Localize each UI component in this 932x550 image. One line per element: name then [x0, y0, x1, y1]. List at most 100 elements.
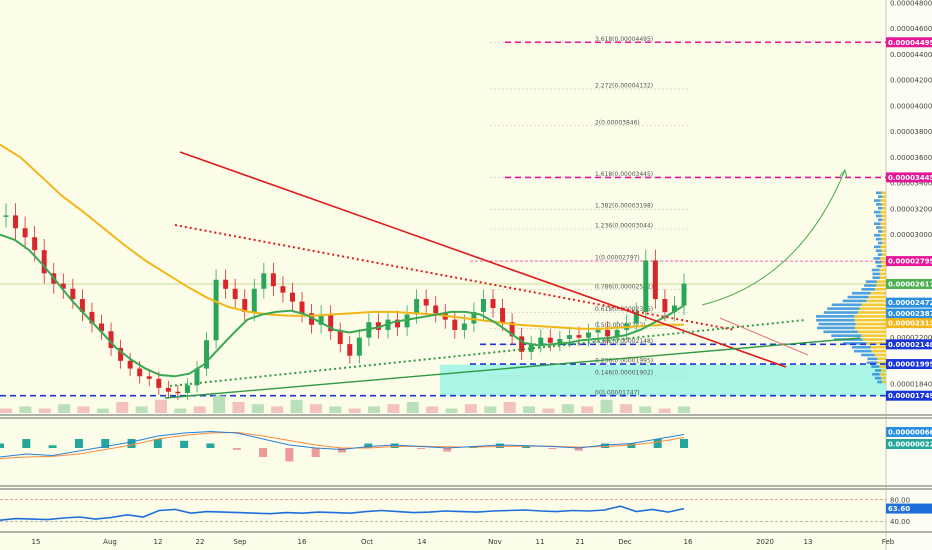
volume-profile-bar [873, 245, 881, 249]
volume-profile-bar [876, 191, 882, 195]
volume-profile-bar [842, 299, 867, 303]
price-axis-tick: 0.00003600 [890, 154, 932, 162]
volume-profile-bar [872, 276, 880, 280]
price-badge [886, 256, 932, 267]
volume-profile-bar [874, 369, 882, 372]
volume-profile-bar [880, 222, 886, 225]
date-axis-tick: Feb [882, 538, 895, 546]
macd-histogram-bar [364, 443, 373, 448]
volume-profile-bar [876, 280, 886, 283]
volume-profile-bar [857, 311, 886, 314]
macd-histogram-bar [48, 445, 57, 448]
macd-histogram-bar [443, 448, 452, 452]
volume-profile-bar [871, 365, 880, 368]
candle-body [108, 331, 114, 348]
price-badge [886, 172, 932, 183]
macd-histogram-bar [338, 448, 346, 453]
macd-histogram-bar [259, 448, 268, 457]
volume-bar [387, 404, 400, 413]
volume-bar [619, 404, 632, 413]
price-badge-text: 0.00002148 [888, 341, 932, 349]
candle-body [395, 319, 401, 328]
fib-label: 1(0.00002797) [595, 254, 640, 261]
volume-bar [232, 402, 245, 413]
price-axis-tick: 0.00003800 [890, 128, 932, 136]
candle-body [22, 228, 28, 238]
macd-histogram-bar [101, 439, 110, 448]
candle-body [461, 323, 467, 330]
volume-profile-bar [876, 264, 882, 268]
price-badge-text: 0.00002795 [888, 258, 932, 266]
candle-body [251, 288, 257, 312]
volume-profile-bar [878, 206, 883, 210]
price-badge-text: 0.00002313 [888, 320, 932, 328]
date-axis-tick: Dec [618, 538, 632, 546]
date-axis-tick: 11 [536, 538, 545, 546]
rsi-badge-text: 63.60 [888, 505, 910, 513]
fib-label: 0(0.00001747) [595, 389, 640, 396]
candle-body [213, 279, 219, 341]
macd-histogram-bar [127, 439, 136, 448]
volume-bar [464, 404, 477, 413]
candle-body [184, 385, 190, 394]
macd-histogram-bar [153, 439, 162, 448]
plot-background [0, 0, 886, 550]
price-badge-text: 0.00003445 [888, 174, 932, 182]
price-badge-text: 0.00002472 [888, 299, 932, 307]
price-badge [886, 359, 932, 370]
volume-profile-bar [882, 253, 886, 256]
price-badge-text: 0.00001749 [888, 392, 932, 400]
candle-body [41, 250, 47, 274]
candle-body [309, 313, 315, 325]
candle-body [586, 332, 592, 338]
projection-arrow-up-head [839, 168, 848, 179]
candle-body [500, 308, 506, 323]
volume-profile-bar [874, 199, 881, 202]
macd-histogram-bar [653, 439, 662, 448]
volume-profile-bar [874, 288, 886, 291]
macd-histogram-bar [74, 439, 83, 448]
candle-body [127, 360, 133, 369]
candle-body [165, 387, 171, 392]
volume-bar [309, 404, 322, 413]
volume-profile-bar [877, 361, 886, 365]
price-axis-tick: 0.00004400 [890, 51, 932, 59]
candle-body [13, 215, 19, 229]
macd-badge [886, 439, 932, 449]
macd-histogram-bar [416, 448, 425, 449]
candle-body [328, 314, 334, 332]
fib-label: 0.5(0.00002272) [595, 322, 646, 329]
volume-bar [678, 406, 690, 413]
fib-label: 0.146(0.00001902) [595, 370, 653, 377]
volume-profile-bar [866, 299, 886, 303]
price-badge [886, 339, 932, 350]
volume-profile-bar [818, 322, 856, 326]
candle-body [471, 311, 477, 324]
candle-body [242, 299, 248, 312]
candle-body [32, 237, 38, 251]
volume-profile-bar [879, 365, 886, 368]
candle-body [576, 335, 582, 338]
candle-body [299, 301, 305, 314]
date-axis-tick: 12 [154, 538, 163, 546]
candle-body [681, 283, 687, 306]
downtrend-line [179, 151, 787, 368]
macd-histogram-bar [495, 443, 504, 448]
volume-profile-bar [851, 291, 871, 295]
volume-profile-bar [870, 291, 886, 295]
fib-label: 0.382(0.00002148) [595, 338, 653, 345]
volume-profile-bar [854, 326, 886, 330]
volume-bar [368, 406, 381, 413]
volume-bar [542, 408, 555, 413]
price-axis-tick: 0.00003200 [890, 205, 932, 213]
price-badge-text: 0.00002387 [888, 310, 932, 318]
candle-body [318, 314, 324, 325]
price-axis-tick: 0.00004000 [890, 102, 932, 110]
candle-body [137, 368, 143, 377]
price-axis-tick: 0.00002200 [890, 334, 932, 342]
volume-profile-bar [831, 334, 862, 337]
volume-bar [581, 406, 594, 413]
volume-profile-bar [873, 257, 881, 260]
